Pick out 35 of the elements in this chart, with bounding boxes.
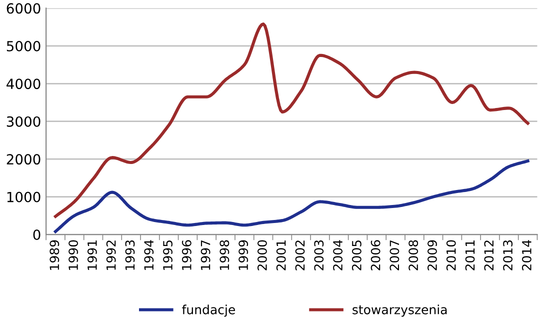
x-tick-label: 2014 bbox=[522, 240, 532, 270]
x-tick-label: 1999 bbox=[238, 240, 248, 270]
x-tick-label: 2004 bbox=[333, 240, 343, 270]
y-tick-label: 1000 bbox=[7, 192, 40, 202]
x-tick-label: 1993 bbox=[125, 240, 135, 270]
x-tick-label: 2008 bbox=[408, 240, 418, 270]
y-tick-label: 4000 bbox=[6, 78, 40, 90]
x-tick-label: 2005 bbox=[352, 240, 362, 270]
x-tick-label: 2006 bbox=[370, 240, 380, 270]
x-tick-label: 2013 bbox=[503, 240, 513, 270]
x-tick-label: 2010 bbox=[446, 240, 456, 270]
x-tick-label: 1989 bbox=[50, 240, 60, 270]
y-tick-label: 6000 bbox=[6, 3, 40, 14]
x-tick-label: 2003 bbox=[314, 240, 324, 270]
x-tick-label: 2007 bbox=[390, 240, 400, 270]
y-tick-label: 0 bbox=[33, 229, 40, 240]
x-tick-label: 1996 bbox=[182, 240, 192, 270]
y-tick-label: 3000 bbox=[6, 116, 40, 127]
x-tick-label: 1991 bbox=[87, 240, 97, 270]
x-tick-label: 1994 bbox=[144, 240, 154, 270]
legend-label: fundacje bbox=[182, 304, 235, 317]
y-tick-label: 5000 bbox=[6, 40, 40, 52]
x-tick-label: 1998 bbox=[220, 240, 230, 270]
x-tick-label: 2011 bbox=[465, 240, 475, 270]
legend-label: stowarzyszenia bbox=[352, 304, 447, 317]
x-tick-label: 1990 bbox=[68, 240, 78, 270]
x-tick-label: 2012 bbox=[484, 240, 494, 270]
x-tick-label: 2000 bbox=[257, 240, 267, 270]
x-tick-label: 1992 bbox=[106, 240, 116, 270]
x-tick-label: 2001 bbox=[276, 240, 286, 270]
x-tick-label: 1997 bbox=[200, 240, 210, 270]
x-tick-label: 2009 bbox=[428, 240, 437, 270]
x-tick-label: 1995 bbox=[163, 240, 172, 270]
y-tick-label: 2000 bbox=[6, 154, 40, 165]
x-tick-label: 2002 bbox=[295, 240, 305, 270]
